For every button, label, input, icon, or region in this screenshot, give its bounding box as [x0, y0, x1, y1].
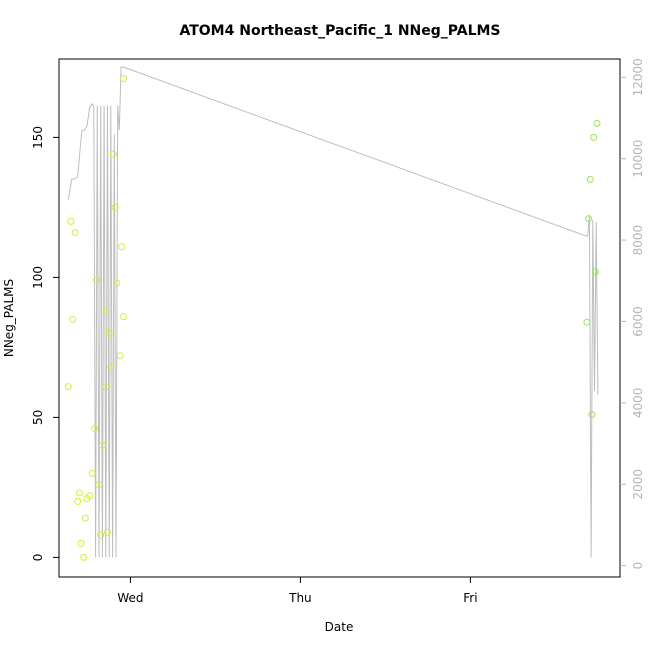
- data-point: [593, 119, 601, 127]
- y-tick-label: 0: [31, 554, 45, 562]
- data-point: [590, 133, 598, 141]
- x-tick-label: Thu: [288, 591, 312, 605]
- y2-tick-label: 6000: [631, 306, 645, 337]
- data-point: [98, 441, 106, 449]
- data-point: [588, 411, 596, 419]
- data-point: [69, 315, 77, 323]
- data-point: [105, 329, 113, 337]
- data-point: [88, 469, 96, 477]
- y2-tick-label: 12000: [631, 58, 645, 96]
- data-point: [86, 492, 94, 500]
- x-tick-label: Wed: [117, 591, 143, 605]
- data-point: [95, 481, 103, 489]
- data-point: [107, 363, 115, 371]
- y2-tick-label: 4000: [631, 388, 645, 419]
- y-tick-label: 100: [31, 266, 45, 289]
- y-axis-right: 0 2000 4000 6000 8000 10000 12000: [620, 58, 645, 569]
- data-point: [113, 279, 121, 287]
- data-point: [77, 539, 85, 547]
- points-series: [64, 75, 601, 561]
- data-point: [120, 75, 128, 83]
- data-point: [80, 553, 88, 561]
- data-point: [583, 318, 591, 326]
- data-point: [92, 276, 100, 284]
- data-point: [81, 514, 89, 522]
- data-point: [74, 497, 82, 505]
- data-point: [118, 243, 126, 251]
- data-point: [585, 215, 593, 223]
- x-axis: Wed Thu Fri: [117, 577, 478, 605]
- data-point: [591, 268, 599, 276]
- y-tick-label: 50: [31, 410, 45, 425]
- y2-tick-label: 8000: [631, 225, 645, 256]
- line-series: [67, 66, 599, 558]
- x-axis-label: Date: [325, 620, 354, 634]
- data-point: [120, 313, 128, 321]
- data-point: [91, 425, 99, 433]
- data-point: [111, 203, 119, 211]
- y2-tick-label: 0: [631, 562, 645, 570]
- data-point: [67, 217, 75, 225]
- chart-title: ATOM4 Northeast_Pacific_1 NNeg_PALMS: [179, 23, 500, 39]
- y2-tick-label: 2000: [631, 469, 645, 500]
- data-point: [586, 175, 594, 183]
- data-point: [75, 489, 83, 497]
- y-axis-left: 0 50 100 150: [31, 126, 59, 561]
- y2-tick-label: 10000: [631, 140, 645, 178]
- data-point: [100, 307, 108, 315]
- data-point: [102, 383, 110, 391]
- plot-frame: [58, 58, 621, 578]
- data-point: [116, 352, 124, 360]
- y-axis-label: NNeg_PALMS: [2, 279, 16, 357]
- data-point: [109, 150, 117, 158]
- x-tick-label: Fri: [463, 591, 477, 605]
- data-point: [104, 528, 111, 536]
- data-point: [64, 383, 72, 391]
- series-line: [67, 66, 599, 558]
- data-point: [71, 229, 79, 237]
- y-tick-label: 150: [31, 126, 45, 149]
- data-point: [97, 531, 105, 539]
